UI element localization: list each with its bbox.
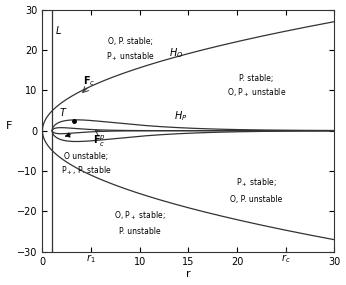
Y-axis label: F: F <box>6 121 12 131</box>
Text: P$_+$, P. stable: P$_+$, P. stable <box>61 165 111 177</box>
Text: O unstable;: O unstable; <box>64 152 108 161</box>
Text: O, P$_+$ unstable: O, P$_+$ unstable <box>227 86 286 99</box>
Text: O, P. unstable: O, P. unstable <box>230 195 283 204</box>
Text: P$_+$ stable;: P$_+$ stable; <box>236 177 277 190</box>
Text: P$_+$ unstable: P$_+$ unstable <box>106 51 154 64</box>
Text: O, P$_+$ stable;: O, P$_+$ stable; <box>114 209 165 222</box>
Text: P. unstable: P. unstable <box>119 227 161 236</box>
X-axis label: r: r <box>186 269 191 280</box>
Text: $T$: $T$ <box>59 106 68 118</box>
Text: $r_1$: $r_1$ <box>86 252 96 264</box>
Text: $H_O$: $H_O$ <box>169 46 183 60</box>
Text: $\mathbf{F}_c$: $\mathbf{F}_c$ <box>83 74 96 88</box>
Text: $r_c$: $r_c$ <box>281 252 291 264</box>
Text: $H_P$: $H_P$ <box>174 110 187 123</box>
Text: O, P. stable;: O, P. stable; <box>108 37 153 46</box>
Text: $\mathbf{F}_c^p$: $\mathbf{F}_c^p$ <box>93 134 106 149</box>
Text: P. stable;: P. stable; <box>239 74 274 83</box>
Text: $L$: $L$ <box>55 24 62 36</box>
